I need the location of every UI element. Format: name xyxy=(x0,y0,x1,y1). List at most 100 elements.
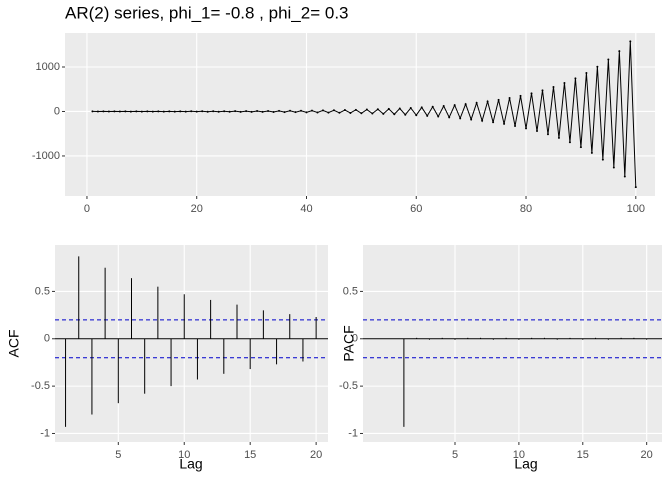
point xyxy=(245,110,248,113)
point xyxy=(107,110,110,113)
point xyxy=(91,110,94,113)
point xyxy=(201,110,204,113)
point xyxy=(261,110,264,113)
point xyxy=(437,115,440,118)
point xyxy=(623,175,626,178)
point xyxy=(503,122,506,125)
x-tick-label: 10 xyxy=(178,449,190,461)
point xyxy=(267,109,270,112)
point xyxy=(601,158,604,161)
point xyxy=(365,108,368,111)
x-tick-label: 80 xyxy=(520,203,532,215)
point xyxy=(190,110,193,113)
point xyxy=(464,103,467,106)
point xyxy=(310,109,313,112)
point xyxy=(519,94,522,97)
point xyxy=(300,109,302,112)
point xyxy=(168,110,171,113)
point xyxy=(124,110,127,113)
point xyxy=(612,166,615,169)
y-tick-label: -1 xyxy=(348,427,358,439)
point xyxy=(354,108,357,111)
point xyxy=(321,109,324,112)
point xyxy=(96,110,99,113)
point xyxy=(305,111,308,114)
point xyxy=(525,127,528,130)
y-tick-label: -1 xyxy=(40,427,50,439)
point xyxy=(343,109,346,112)
point xyxy=(283,111,286,114)
point xyxy=(596,65,599,68)
point xyxy=(387,107,390,110)
y-axis-title: PACF xyxy=(341,325,357,361)
x-tick-label: 20 xyxy=(191,203,203,215)
point xyxy=(409,107,412,110)
point xyxy=(129,110,132,113)
point xyxy=(234,110,237,113)
point xyxy=(382,112,385,115)
point xyxy=(607,58,610,61)
point xyxy=(453,104,456,107)
point xyxy=(338,111,341,114)
point xyxy=(118,110,121,113)
x-tick-label: 100 xyxy=(627,203,645,215)
point xyxy=(514,124,517,127)
y-tick-label: 0 xyxy=(352,333,358,345)
y-tick-label: -0.5 xyxy=(339,380,358,392)
x-tick-label: 60 xyxy=(410,203,422,215)
point xyxy=(327,111,330,114)
point xyxy=(332,109,335,112)
point xyxy=(179,110,182,113)
point xyxy=(212,110,215,113)
point xyxy=(376,108,379,111)
point xyxy=(146,110,149,113)
point xyxy=(442,105,445,108)
point xyxy=(634,186,637,189)
point xyxy=(629,40,632,43)
y-tick-label: 0.5 xyxy=(35,285,50,297)
point xyxy=(195,110,198,113)
x-tick-label: 40 xyxy=(300,203,312,215)
point xyxy=(546,133,549,136)
x-axis-title: Lag xyxy=(179,456,202,472)
point xyxy=(250,110,253,113)
y-tick-label: 0 xyxy=(54,105,60,117)
point xyxy=(541,89,544,92)
point xyxy=(508,97,511,100)
chart-title: AR(2) series, phi_1= -0.8 , phi_2= 0.3 xyxy=(65,3,349,22)
point xyxy=(459,117,462,120)
point xyxy=(563,81,566,84)
point xyxy=(420,106,423,109)
point xyxy=(574,77,577,80)
panel-background xyxy=(65,33,655,196)
point xyxy=(486,100,489,103)
point xyxy=(162,110,165,113)
point xyxy=(481,119,484,122)
point xyxy=(585,71,588,74)
point xyxy=(140,110,143,113)
point xyxy=(151,110,154,113)
x-axis-title: Lag xyxy=(514,456,537,472)
point xyxy=(475,101,478,104)
point xyxy=(552,85,555,88)
point xyxy=(557,136,560,139)
point xyxy=(398,107,401,110)
point xyxy=(157,110,160,113)
point xyxy=(173,110,176,113)
point xyxy=(590,151,593,154)
panel-background xyxy=(55,245,328,442)
x-tick-label: 20 xyxy=(641,449,653,461)
x-tick-label: 5 xyxy=(115,449,121,461)
x-tick-label: 20 xyxy=(310,449,322,461)
x-tick-label: 15 xyxy=(244,449,256,461)
point xyxy=(431,105,434,108)
y-tick-label: 1000 xyxy=(36,61,60,73)
point xyxy=(448,116,451,119)
point xyxy=(228,110,231,113)
point xyxy=(239,110,242,113)
series-line xyxy=(92,41,637,188)
point xyxy=(294,111,297,114)
y-tick-label: -1000 xyxy=(32,150,60,162)
